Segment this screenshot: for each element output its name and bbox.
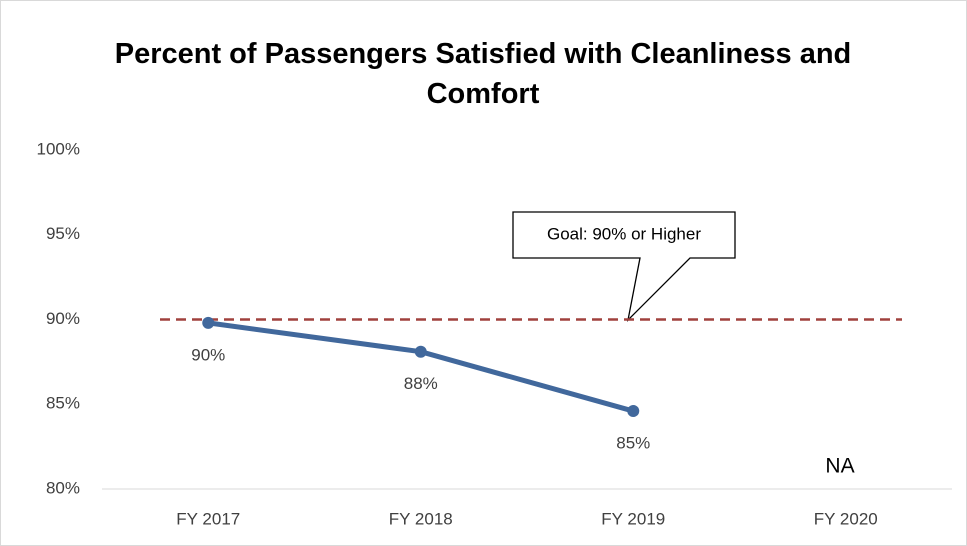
y-tick-label: 80%: [46, 478, 80, 497]
data-line: [207, 320, 634, 414]
y-tick-label: 100%: [37, 139, 80, 158]
x-tick-label: FY 2019: [601, 509, 665, 528]
y-tick-label: 85%: [46, 394, 80, 413]
annotation: NA: [825, 455, 854, 478]
chart-title: Percent of Passengers Satisfied with Cle…: [114, 38, 852, 110]
data-label: 90%: [191, 345, 225, 364]
data-point: [202, 316, 215, 329]
goal-callout: [512, 211, 736, 322]
y-tick-label: 90%: [46, 309, 80, 328]
data-label: 88%: [404, 374, 438, 393]
y-tick-label: 95%: [46, 224, 80, 243]
goal-label: Goal: 90% or Higher: [547, 224, 701, 243]
x-tick-label: FY 2017: [176, 509, 240, 528]
data-point: [414, 345, 427, 358]
x-tick-label: FY 2018: [389, 509, 453, 528]
data-label: 85%: [616, 434, 650, 453]
x-tick-label: FY 2020: [814, 509, 878, 528]
data-point: [627, 405, 640, 418]
